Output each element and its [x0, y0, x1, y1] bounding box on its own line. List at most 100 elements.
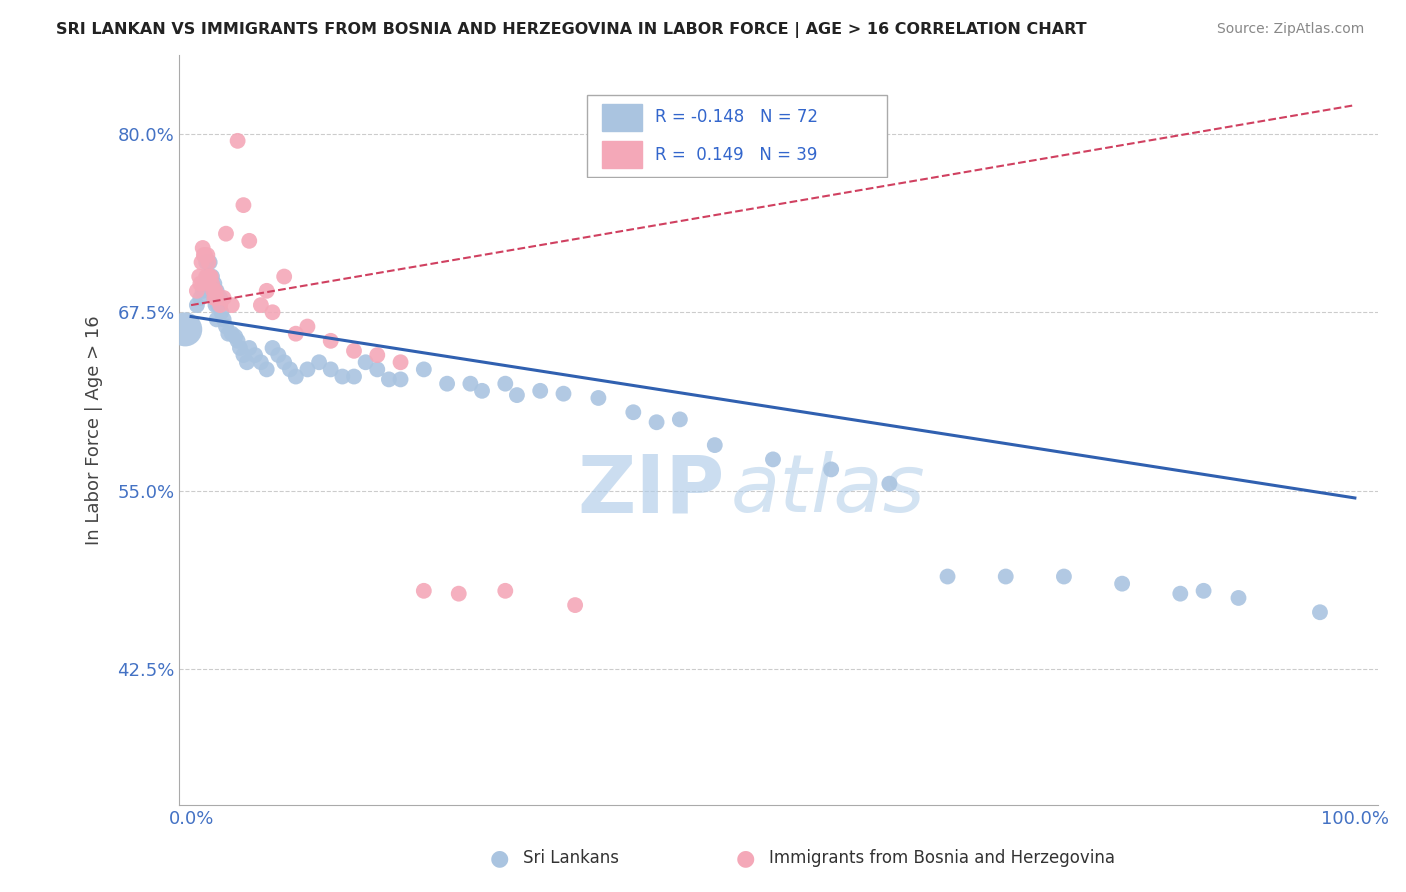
Y-axis label: In Labor Force | Age > 16: In Labor Force | Age > 16 [86, 315, 103, 545]
Point [198, 269, 221, 284]
Point [232, 198, 254, 212]
Point [588, 391, 610, 405]
Point [389, 372, 412, 386]
Text: R =  0.149   N = 39: R = 0.149 N = 39 [655, 145, 817, 163]
Point [308, 355, 330, 369]
Point [762, 452, 785, 467]
Bar [602, 141, 643, 169]
Point [186, 284, 208, 298]
Point [201, 269, 224, 284]
Point [343, 343, 366, 358]
Point [191, 241, 214, 255]
Point [256, 284, 278, 298]
Point [190, 255, 212, 269]
Point [194, 277, 217, 291]
Point [191, 284, 214, 298]
FancyBboxPatch shape [586, 95, 887, 177]
Point [195, 248, 218, 262]
Point [297, 362, 319, 376]
Point [1227, 591, 1250, 605]
Point [412, 583, 434, 598]
Point [197, 277, 219, 291]
Point [232, 348, 254, 362]
Point [217, 326, 239, 341]
Point [224, 329, 246, 343]
Point [201, 277, 224, 291]
Point [229, 341, 252, 355]
Point [460, 376, 482, 391]
Point [262, 305, 284, 319]
Point [190, 291, 212, 305]
Point [354, 355, 377, 369]
Point [190, 277, 212, 291]
Point [250, 355, 273, 369]
Point [262, 341, 284, 355]
Point [209, 305, 232, 319]
Point [238, 341, 260, 355]
Point [273, 355, 295, 369]
Text: ZIP: ZIP [578, 451, 725, 529]
Point [194, 248, 217, 262]
Point [250, 298, 273, 312]
Point [553, 386, 575, 401]
Point [669, 412, 692, 426]
Point [238, 234, 260, 248]
Point [936, 569, 959, 583]
Text: ●: ● [735, 848, 755, 868]
Point [494, 583, 516, 598]
Text: ●: ● [489, 848, 509, 868]
Point [319, 334, 342, 348]
Point [278, 362, 301, 376]
Point [202, 284, 225, 298]
Point [200, 284, 222, 298]
Point [174, 322, 197, 336]
Point [267, 348, 290, 362]
Point [436, 376, 458, 391]
Point [215, 319, 238, 334]
Point [188, 269, 211, 284]
Point [564, 598, 586, 612]
Point [366, 362, 388, 376]
Point [243, 348, 266, 362]
Point [1168, 587, 1191, 601]
Point [471, 384, 494, 398]
Point [226, 134, 249, 148]
Point [209, 298, 232, 312]
Point [195, 269, 218, 284]
Point [1111, 576, 1133, 591]
Text: Source: ZipAtlas.com: Source: ZipAtlas.com [1216, 22, 1364, 37]
Point [202, 284, 225, 298]
Point [195, 255, 218, 269]
Point [378, 372, 401, 386]
Point [236, 355, 259, 369]
Bar [602, 103, 643, 131]
Point [212, 291, 235, 305]
Point [198, 269, 221, 284]
Point [202, 291, 225, 305]
Point [198, 255, 221, 269]
Point [221, 298, 243, 312]
Point [621, 405, 644, 419]
Point [319, 362, 342, 376]
Point [506, 388, 529, 402]
Point [186, 298, 208, 312]
Point [297, 319, 319, 334]
Point [879, 476, 901, 491]
Point [1309, 605, 1331, 619]
Point [366, 348, 388, 362]
Point [494, 376, 516, 391]
Point [330, 369, 353, 384]
Point [703, 438, 725, 452]
Point [205, 284, 228, 298]
Point [204, 284, 226, 298]
Point [529, 384, 551, 398]
Point [215, 227, 238, 241]
Point [226, 334, 249, 348]
Point [284, 326, 307, 341]
Point [221, 326, 243, 341]
Point [256, 362, 278, 376]
Text: Sri Lankans: Sri Lankans [523, 849, 619, 867]
Point [197, 255, 219, 269]
Text: atlas: atlas [731, 451, 925, 529]
Point [202, 277, 225, 291]
